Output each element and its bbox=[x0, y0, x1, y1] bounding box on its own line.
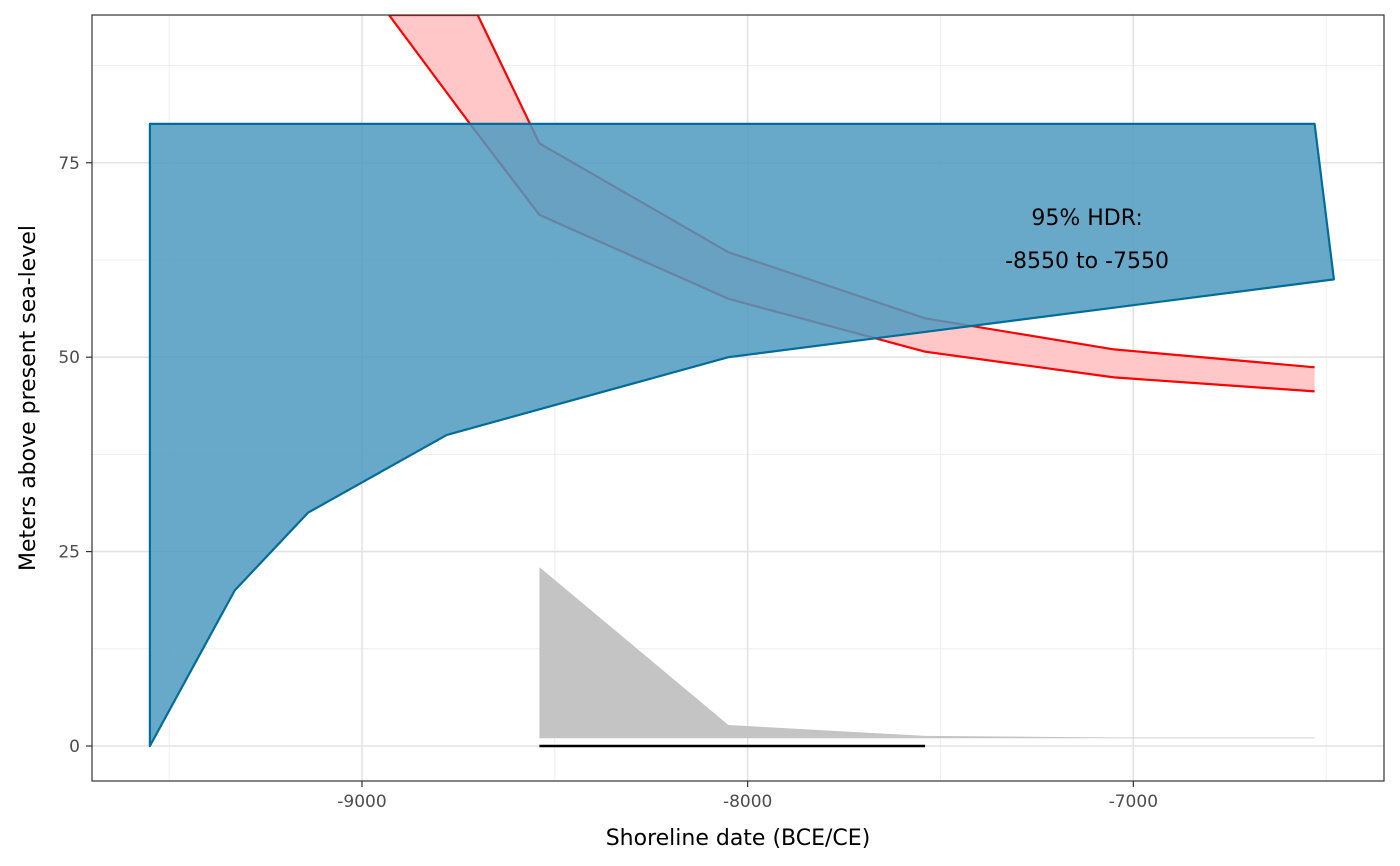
blue-area bbox=[148, 122, 1336, 748]
x-tick-label: -8000 bbox=[723, 792, 772, 812]
y-axis-title: Meters above present sea-level bbox=[16, 225, 41, 571]
annotation-line-2: -8550 to -7550 bbox=[1005, 249, 1169, 274]
x-axis-title: Shoreline date (BCE/CE) bbox=[606, 826, 871, 851]
y-tick-label: 0 bbox=[69, 737, 80, 757]
x-tick-label: -7000 bbox=[1109, 792, 1158, 812]
plot-panel-border bbox=[91, 14, 1385, 782]
annotation-line-1: 95% HDR: bbox=[1031, 206, 1142, 231]
x-tick-label: -9000 bbox=[337, 792, 386, 812]
y-tick-label: 75 bbox=[58, 154, 80, 174]
data-layer bbox=[148, 15, 1336, 748]
y-tick-label: 50 bbox=[58, 348, 80, 368]
axis-ticks: -9000 -8000 -7000 0 25 50 75 bbox=[58, 154, 1158, 812]
density-area bbox=[539, 567, 1315, 739]
y-tick-label: 25 bbox=[58, 543, 80, 563]
